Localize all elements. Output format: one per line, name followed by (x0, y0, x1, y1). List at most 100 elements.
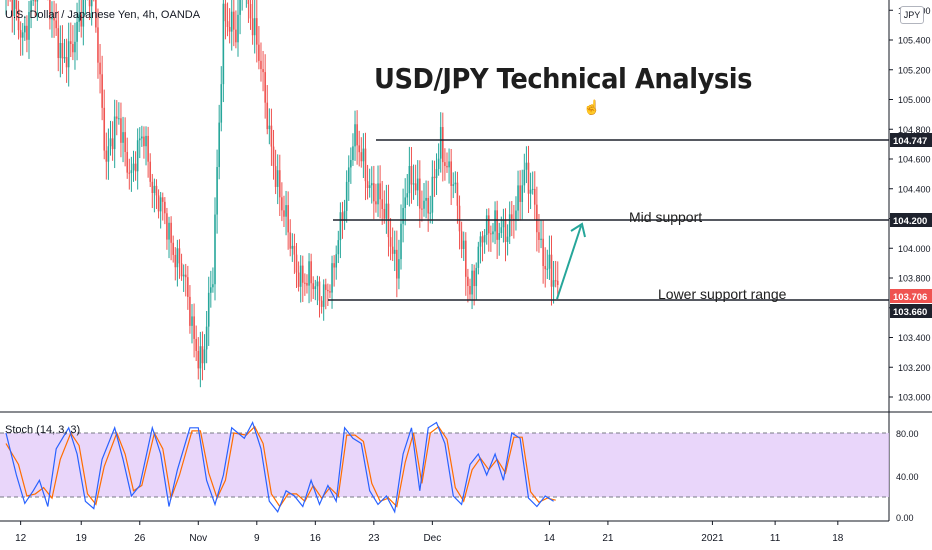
stoch-tick-40: 40.00 (896, 472, 919, 482)
candle-body (285, 205, 287, 217)
candle-body (287, 205, 289, 233)
stoch-tick-80: 80.00 (896, 429, 919, 439)
candle-body (383, 208, 386, 219)
price-tick-label: 103.000 (898, 393, 931, 403)
candle-body (462, 240, 465, 249)
candle-body (270, 125, 273, 147)
candle-body (113, 116, 116, 150)
price-tag-resistance-text: 104.747 (893, 136, 927, 147)
candle-body (266, 102, 269, 130)
candle-body (531, 188, 534, 190)
stoch-lines (5, 420, 556, 514)
candle-body (195, 338, 197, 351)
candle-body (377, 183, 379, 205)
candle-body (189, 296, 191, 326)
candle-body (406, 193, 409, 198)
candle-body (155, 185, 158, 196)
candle-body (358, 145, 361, 153)
candle-body (199, 346, 202, 369)
candle-body (82, 0, 85, 27)
candle-body (314, 286, 317, 290)
candle-body (525, 162, 528, 170)
candle-body (304, 282, 306, 284)
candle-body (291, 245, 294, 249)
candle-body (475, 267, 478, 287)
candle-body (498, 233, 501, 240)
candle-body (391, 246, 394, 254)
candle-body (446, 165, 448, 168)
candle-body (333, 263, 335, 268)
stoch-indicator-label[interactable]: Stoch (14, 3, 3) (5, 424, 81, 436)
candle-body (494, 210, 496, 232)
currency-badge[interactable]: JPY (900, 6, 924, 24)
price-axis[interactable]: 103.000103.200103.400103.600103.800104.0… (889, 0, 931, 403)
candle-body (220, 84, 223, 123)
candle-body (523, 169, 526, 186)
time-tick-label: Nov (189, 533, 207, 544)
time-tick-label: 21 (602, 533, 614, 544)
candle-body (226, 21, 229, 27)
candle-body (456, 182, 459, 206)
candle-body (61, 43, 64, 59)
candle-body (483, 234, 486, 243)
time-tick-label: 2021 (701, 533, 724, 544)
candle-body (477, 246, 480, 268)
candle-body (161, 197, 164, 202)
candle-body (174, 254, 177, 268)
candle-body (375, 201, 377, 205)
candle-body (339, 212, 342, 241)
candle-body (55, 20, 57, 29)
candle-body (187, 277, 189, 297)
candle-body (164, 201, 166, 214)
candle-body (178, 248, 181, 264)
candle-body (347, 167, 350, 182)
candle-body (408, 166, 411, 194)
price-tick-label: 104.800 (898, 125, 931, 135)
stoch-k-line (5, 420, 554, 514)
candle-body (322, 284, 325, 307)
candle-body (554, 280, 557, 282)
candle-body (370, 183, 373, 186)
candle-body (310, 261, 312, 284)
symbol-title[interactable]: U.S. Dollar / Japanese Yen, 4h, OANDA (5, 9, 201, 21)
candle-body (485, 215, 488, 235)
projection-arrow[interactable] (556, 225, 582, 300)
time-axis[interactable]: 12 19 26 Nov 9 16 23 Dec 14 21 2021 11 18 (15, 521, 844, 544)
candle-body (118, 118, 120, 120)
candle-body (74, 41, 76, 53)
candle-body (546, 268, 549, 270)
candle-body (78, 14, 80, 22)
candle-body (352, 146, 354, 161)
candle-body (233, 11, 235, 30)
candle-body (552, 280, 555, 287)
price-tick-label: 103.800 (898, 274, 931, 284)
candle-body (11, 0, 14, 16)
candle-body (354, 124, 356, 147)
candle-body (452, 184, 455, 186)
candle-body (26, 25, 28, 40)
candle-body (36, 0, 39, 2)
candle-body (126, 152, 129, 173)
price-tag-last-text: 103.706 (893, 292, 927, 303)
candle-body (276, 170, 279, 187)
candle-body (182, 274, 185, 277)
candle-body (316, 281, 319, 287)
candle-body (444, 162, 446, 166)
stoch-axis[interactable]: 80.00 40.00 0.00 (896, 429, 919, 523)
price-tick-label: 103.400 (898, 333, 931, 343)
candle-body (132, 163, 135, 171)
candle-body (88, 0, 91, 7)
candle-body (373, 183, 375, 202)
candle-body (30, 0, 32, 13)
candle-body (389, 237, 392, 247)
candle-body (24, 25, 26, 33)
candle-body (360, 152, 363, 162)
time-tick-label: 23 (368, 533, 380, 544)
candle-body (496, 210, 498, 240)
candle-body (433, 176, 436, 179)
candle-body (335, 254, 338, 268)
candle-body (289, 232, 292, 249)
candle-body (143, 136, 145, 147)
candle-body (268, 125, 271, 130)
